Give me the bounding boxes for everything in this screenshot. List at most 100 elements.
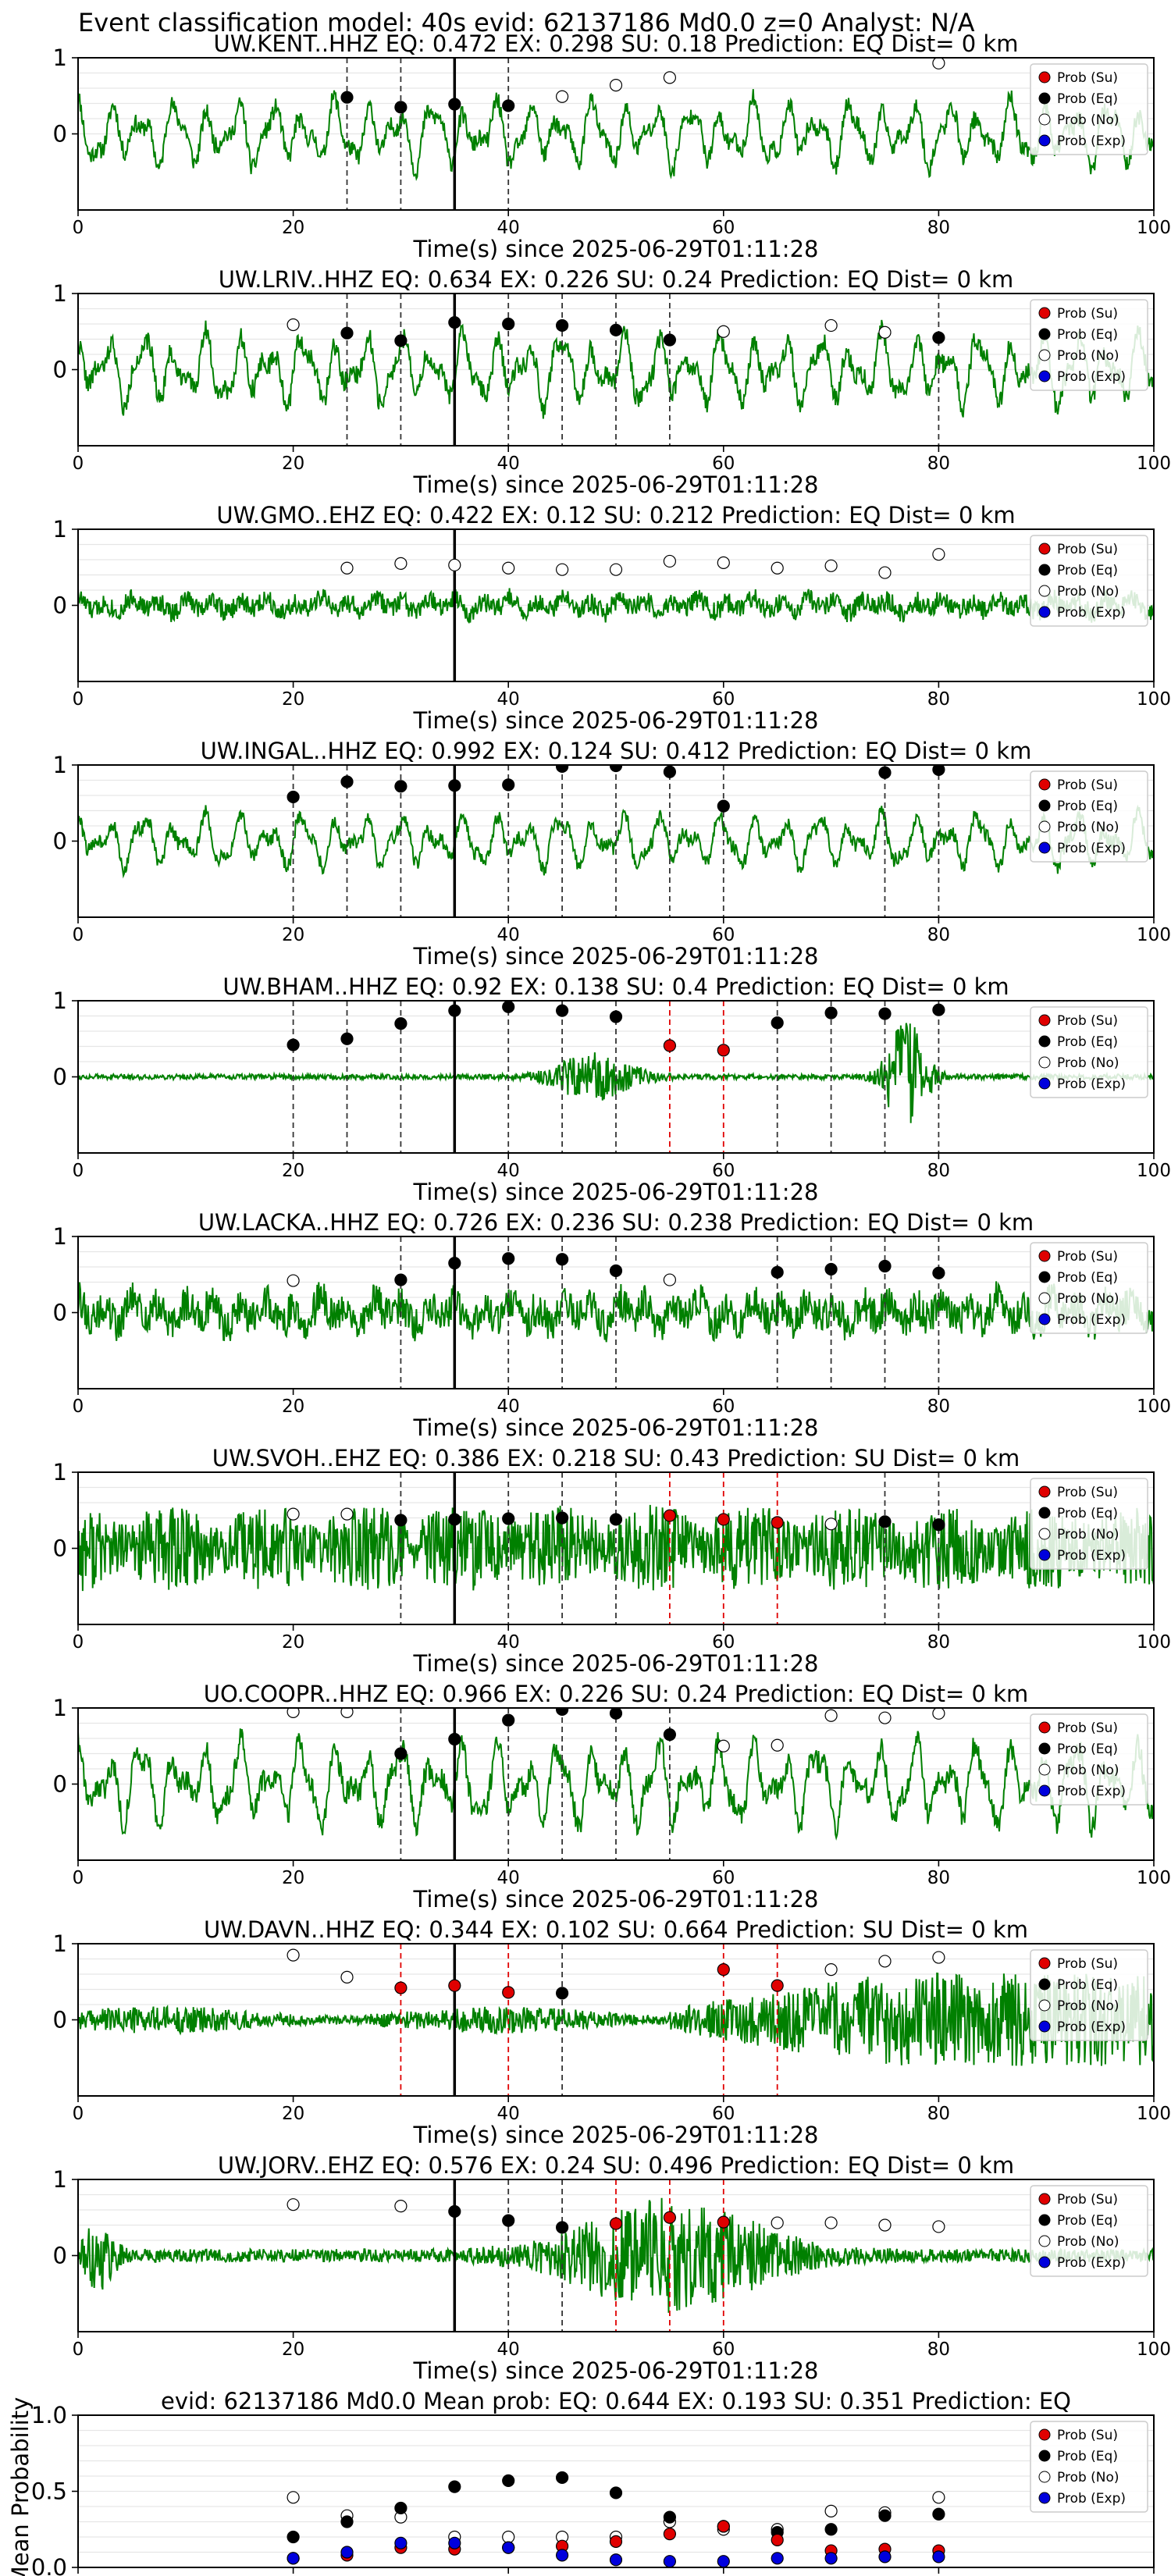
x-tick-label: 100 — [1137, 1397, 1171, 1417]
prob-point-eq — [555, 1511, 569, 1525]
x-tick-label: 100 — [1137, 2104, 1171, 2124]
legend-label-no: Prob (No) — [1057, 1763, 1119, 1778]
legend-label-exp: Prob (Exp) — [1057, 2255, 1126, 2271]
x-tick-label: 80 — [927, 218, 950, 238]
legend-marker-no — [1038, 820, 1051, 833]
prob-point-eq — [448, 315, 461, 329]
mean-prob-point-eq — [663, 2510, 677, 2524]
legend-marker-su — [1038, 1957, 1051, 1969]
mean-prob-point-exp — [717, 2555, 730, 2567]
x-tick-label: 20 — [282, 1397, 304, 1417]
prob-point-eq — [340, 326, 354, 340]
prob-point-eq — [663, 333, 677, 347]
legend-label-eq: Prob (Eq) — [1057, 1270, 1118, 1286]
plot-area — [78, 2179, 1154, 2332]
prob-point-no — [824, 318, 838, 333]
prob-point-eq — [340, 91, 354, 104]
legend-marker-eq — [1038, 2214, 1051, 2226]
y-tick-label: 0 — [53, 828, 67, 855]
x-tick-label: 20 — [282, 1161, 304, 1181]
x-tick-label: 60 — [712, 1868, 735, 1888]
x-tick-label: 80 — [927, 1632, 950, 1653]
prob-point-eq — [287, 1038, 300, 1051]
prob-point-no — [932, 1951, 945, 1964]
prob-point-su — [663, 2211, 677, 2224]
x-tick-label: 40 — [497, 2104, 520, 2124]
x-axis-label: Time(s) since 2025-06-29T01:11:28 — [413, 236, 819, 262]
legend-label-no: Prob (No) — [1057, 1291, 1119, 1307]
x-tick-label: 40 — [497, 2339, 520, 2360]
mean-prob-point-no — [502, 2530, 515, 2544]
legend-label-eq: Prob (Eq) — [1057, 1742, 1118, 1757]
x-tick-label: 20 — [282, 454, 304, 474]
prob-point-eq — [448, 1732, 461, 1746]
legend: Prob (Su) Prob (Eq) Prob (No) Prob (Exp) — [1030, 1006, 1148, 1098]
x-tick-label: 60 — [712, 454, 735, 474]
x-tick-label: 100 — [1137, 925, 1171, 945]
legend-label-eq: Prob (Eq) — [1057, 1506, 1118, 1521]
legend-label-su: Prob (Su) — [1057, 1249, 1118, 1265]
mean-prob-point-eq — [824, 2523, 838, 2536]
x-tick-label: 60 — [712, 218, 735, 238]
legend-marker-no — [1038, 2471, 1051, 2483]
x-tick-label: 0 — [73, 2339, 84, 2360]
legend-marker-su — [1038, 307, 1051, 319]
x-tick-label: 20 — [282, 689, 304, 710]
legend-box — [1030, 535, 1148, 627]
x-axis-label: Time(s) since 2025-06-29T01:11:28 — [413, 943, 819, 970]
prob-point-no — [878, 326, 892, 339]
y-tick-label: 0 — [53, 2007, 67, 2033]
prob-point-no — [932, 2220, 945, 2233]
prob-point-su — [663, 1509, 677, 1522]
plot-area — [78, 765, 1154, 917]
legend-marker-exp — [1038, 134, 1051, 147]
legend-label-exp: Prob (Exp) — [1057, 2019, 1126, 2035]
legend-label-eq: Prob (Eq) — [1057, 799, 1118, 814]
prob-point-no — [287, 1507, 300, 1521]
legend-label-no: Prob (No) — [1057, 1527, 1119, 1542]
x-tick-label: 40 — [497, 689, 520, 710]
panel-title: UW.SVOH..EHZ EQ: 0.386 EX: 0.218 SU: 0.4… — [212, 1445, 1020, 1471]
mean-prob-point-exp — [502, 2541, 515, 2554]
y-tick-label: 1 — [53, 1695, 67, 1721]
legend: Prob (Su) Prob (Eq) Prob (No) Prob (Exp) — [1030, 1242, 1148, 1334]
prob-point-eq — [394, 780, 408, 793]
prob-point-eq — [448, 1513, 461, 1526]
legend-marker-su — [1038, 2193, 1051, 2205]
mean-prob-point-exp — [609, 2553, 623, 2567]
prob-point-no — [502, 561, 515, 575]
prob-point-su — [609, 2217, 623, 2230]
legend: Prob (Su) Prob (Eq) Prob (No) Prob (Exp) — [1030, 1713, 1148, 1806]
prob-point-eq — [609, 1264, 623, 1277]
y-tick-label: 1 — [53, 987, 67, 1014]
prob-point-eq — [932, 1518, 945, 1532]
x-axis-label: Time(s) since 2025-06-29T01:11:28 — [413, 2357, 819, 2384]
mean-prob-point-exp — [340, 2546, 354, 2559]
x-tick-label: 0 — [73, 454, 84, 474]
legend-marker-no — [1038, 1763, 1051, 1776]
legend-marker-exp — [1038, 1784, 1051, 1797]
y-tick-label: 1.0 — [31, 2402, 67, 2428]
x-tick-label: 40 — [497, 1868, 520, 1888]
mean-prob-point-no — [932, 2491, 945, 2504]
prob-point-eq — [878, 1515, 892, 1528]
panel-10: UW.JORV..EHZ EQ: 0.576 EX: 0.24 SU: 0.49… — [53, 2152, 1171, 2384]
prob-point-eq — [824, 1262, 838, 1276]
prob-point-su — [717, 2215, 730, 2229]
panel-11: evid: 62137186 Md0.0 Mean prob: EQ: 0.64… — [7, 2388, 1171, 2576]
mean-prob-point-exp — [555, 2549, 569, 2562]
prob-point-no — [771, 1738, 784, 1752]
x-axis-label: Time(s) since 2025-06-29T01:11:28 — [413, 1650, 819, 1677]
legend-marker-exp — [1038, 2256, 1051, 2268]
plot-area — [287, 2471, 945, 2567]
prob-point-eq — [502, 2214, 515, 2227]
panel-title: UW.DAVN..HHZ EQ: 0.344 EX: 0.102 SU: 0.6… — [204, 1916, 1028, 1943]
plot-area — [78, 1001, 1154, 1153]
x-tick-label: 40 — [497, 925, 520, 945]
legend-marker-no — [1038, 1292, 1051, 1304]
mean-prob-point-exp — [663, 2555, 676, 2567]
legend-box — [1030, 1242, 1148, 1334]
legend-marker-su — [1038, 1721, 1051, 1734]
mean-prob-point-exp — [448, 2536, 461, 2549]
legend-marker-no — [1038, 1999, 1051, 2012]
